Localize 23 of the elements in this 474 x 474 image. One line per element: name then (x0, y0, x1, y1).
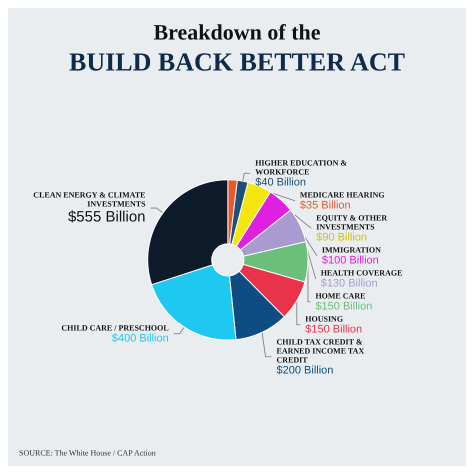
data-label: $400 Billion (112, 332, 169, 344)
slice-label: CHILD CARE / PRESCHOOL (61, 323, 169, 332)
source-note: SOURCE: The White House / CAP Action (19, 448, 156, 458)
data-label: $130 Billion (320, 277, 378, 290)
slice-label: MEDICARE HEARING (300, 190, 385, 200)
data-label: $35 Billion (300, 199, 351, 212)
data-label: $200 Billion (276, 364, 334, 376)
chart-subtitle: BUILD BACK BETTER ACT (69, 48, 405, 76)
slice-label: HIGHER EDUCATION & WORKFORCE (255, 158, 348, 176)
data-label: $100 Billion (322, 254, 379, 266)
slice-label: CLEAN ENERGY & CLIMATE INVESTMENTS (33, 190, 146, 209)
slice-label: CHILD TAX CREDIT & EARNED INCOME TAX CREDIT (276, 337, 364, 364)
slice-label: HOME CARE (315, 291, 366, 300)
data-label: $90 Billion (316, 231, 368, 244)
data-label: $150 Billion (305, 323, 362, 336)
slice-label: IMMIGRATION (322, 245, 382, 254)
data-label: $40 Billion (255, 176, 306, 188)
slice-label: HEALTH COVERAGE (320, 268, 402, 278)
chart-title: Breakdown of the (153, 20, 321, 44)
slice-label: EQUITY & OTHER INVESTMENTS (316, 213, 388, 232)
slice-label: HOUSING (305, 314, 344, 324)
data-label: $555 Billion (68, 208, 146, 226)
data-label: $150 Billion (315, 300, 372, 312)
